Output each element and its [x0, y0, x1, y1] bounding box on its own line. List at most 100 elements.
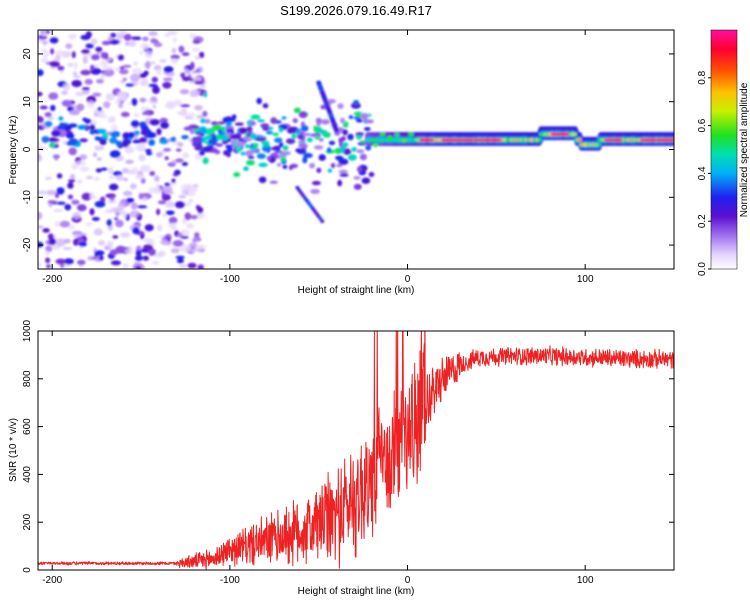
- spectrogram-cell: [281, 151, 291, 156]
- spectrogram-cell: [115, 245, 126, 254]
- spectrogram-cell: [95, 46, 103, 53]
- spectrogram-cell: [177, 110, 187, 116]
- spectrogram-cell: [266, 155, 271, 161]
- spectrogram-cell: [137, 205, 148, 209]
- spectrogram-cell: [140, 165, 151, 172]
- spectrogram-cell: [160, 121, 170, 129]
- spectrogram-cell: [313, 145, 324, 150]
- spectrogram-cell: [89, 124, 96, 131]
- spectrogram-cell: [334, 128, 339, 133]
- spectrogram-cell: [102, 132, 109, 138]
- spectrogram-x-label: Height of straight line (km): [298, 285, 415, 296]
- y-tick-label: 0: [22, 146, 33, 152]
- spectrogram-cell: [148, 248, 156, 256]
- spectrogram-cell: [186, 112, 196, 118]
- spectrogram-cell: [120, 200, 127, 204]
- spectrogram-cell: [154, 175, 160, 182]
- spectrogram-cell: [39, 105, 48, 110]
- spectrogram-cell: [131, 120, 140, 128]
- x-tick-label: 100: [577, 274, 594, 285]
- spectrogram-cell: [306, 201, 311, 205]
- spectrogram-cell: [191, 47, 201, 52]
- spectrogram-cell: [265, 130, 274, 135]
- x-tick-label: -100: [220, 575, 240, 586]
- spectrogram-cell: [537, 138, 542, 142]
- spectrogram-cell: [172, 173, 179, 177]
- figure-title: S199.2026.079.16.49.R17: [280, 3, 432, 18]
- spectrogram-cell: [110, 207, 122, 212]
- snr-series-line: [38, 331, 674, 570]
- spectrogram-cell: [175, 158, 184, 163]
- spectrogram-cell: [112, 235, 119, 239]
- spectrogram-cell: [132, 227, 140, 235]
- spectrogram-cell: [316, 167, 322, 173]
- spectrogram-cell: [133, 113, 140, 118]
- spectrogram-cell: [368, 172, 375, 177]
- spectrogram-cell: [144, 224, 154, 232]
- spectrogram-cell: [262, 103, 269, 109]
- spectrogram-cell: [123, 33, 132, 41]
- spectrogram-cell: [298, 111, 308, 119]
- spectrogram-cell: [76, 103, 85, 112]
- spectrogram-cell: [216, 133, 221, 141]
- colorbar: 0.0 0.2 0.4 0.6 0.8 Normalized spectral ampl…: [697, 29, 750, 276]
- spectrogram-cell: [282, 145, 289, 151]
- spectrogram-cell: [330, 162, 336, 169]
- spectrogram-cell: [94, 145, 105, 151]
- spectrogram-cell: [175, 148, 182, 152]
- spectrogram-cell: [258, 162, 268, 168]
- spectrogram-cell: [222, 117, 228, 123]
- spectrogram-cell: [256, 138, 266, 142]
- spectrogram-cell: [190, 61, 195, 70]
- y-tick-label: -10: [22, 190, 33, 205]
- spectrogram-cell: [285, 138, 296, 145]
- spectrogram-cell: [118, 103, 124, 108]
- spectrogram-cell: [363, 127, 371, 131]
- spectrogram-cell: [184, 212, 192, 221]
- spectrogram-cell: [278, 142, 284, 148]
- spectrogram-cell: [59, 122, 65, 129]
- spectrogram-cell: [106, 209, 113, 213]
- spectrogram-cell: [106, 219, 112, 227]
- spectrogram-cell: [72, 71, 78, 76]
- spectrogram-cell: [68, 123, 78, 128]
- spectrogram-cell: [134, 255, 144, 262]
- spectrogram-cell: [303, 153, 313, 158]
- spectrogram-blobs: [38, 30, 674, 269]
- spectrogram-cell: [180, 229, 190, 237]
- spectrogram-cell: [572, 132, 577, 136]
- colorbar-tick-label: 0.2: [697, 214, 708, 228]
- spectrogram-cell: [90, 64, 95, 71]
- spectrogram-cell: [71, 199, 80, 205]
- spectrogram-cell: [48, 92, 59, 100]
- spectrogram-cell: [249, 133, 258, 140]
- spectrogram-cell: [230, 134, 240, 140]
- spectrogram-cell: [143, 244, 153, 251]
- spectrogram-cell: [295, 148, 303, 153]
- spectrogram-cell: [188, 199, 194, 203]
- spectrogram-cell: [51, 129, 61, 137]
- spectrogram-cell: [75, 160, 87, 166]
- spectrogram-cell: [91, 217, 100, 221]
- x-tick-label: 0: [405, 575, 411, 586]
- spectrogram-cell: [76, 204, 87, 212]
- spectrogram-cell: [122, 142, 129, 148]
- spectrogram-cell: [342, 129, 348, 136]
- spectrogram-cell: [212, 124, 222, 131]
- spectrogram-cell: [115, 32, 126, 37]
- spectrogram-cell: [618, 138, 623, 142]
- spectrogram-cell: [195, 245, 204, 252]
- spectrogram-cell: [231, 114, 237, 120]
- spectrogram-cell: [180, 72, 186, 78]
- spectrogram-cell: [196, 115, 204, 119]
- spectrogram-cell: [38, 91, 43, 97]
- spectrogram-cell: [79, 154, 88, 160]
- spectrogram-cell: [96, 51, 102, 55]
- y-tick-label: 800: [22, 370, 33, 387]
- spectrogram-cell: [130, 202, 138, 210]
- spectrogram-cell: [71, 51, 76, 59]
- spectrogram-cell: [328, 140, 336, 146]
- spectrogram-cell: [41, 30, 47, 37]
- spectrogram-cell: [142, 255, 149, 261]
- spectrogram-cell: [247, 155, 255, 160]
